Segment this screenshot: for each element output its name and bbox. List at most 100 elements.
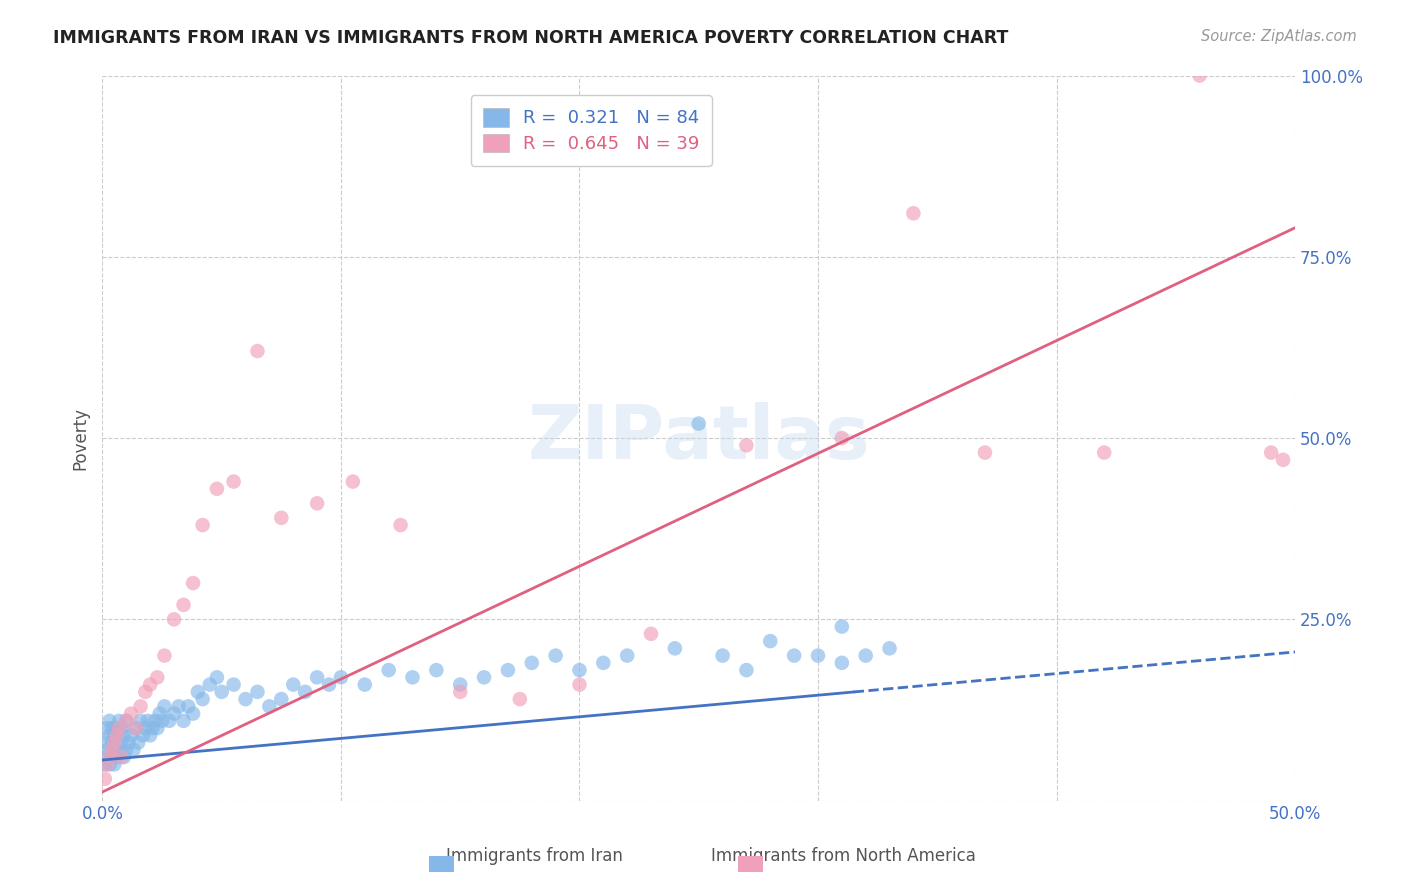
Point (735, 663, 758, 677)
Point (191, 692, 214, 706)
Point (831, 619, 853, 633)
Point (167, 699, 190, 714)
Point (94, 736, 117, 750)
Point (108, 721, 131, 735)
Point (125, 721, 148, 735)
Point (96, 743, 118, 757)
Point (98, 714, 121, 728)
Point (101, 721, 124, 735)
Point (342, 475, 364, 489)
Point (120, 728, 142, 742)
Point (143, 714, 166, 728)
Point (294, 685, 316, 699)
Point (157, 714, 180, 728)
Point (110, 721, 132, 735)
Point (688, 417, 710, 431)
Point (377, 663, 399, 677)
Point (831, 431, 853, 445)
Point (103, 743, 125, 757)
Point (139, 677, 162, 691)
Point (149, 706, 172, 721)
Point (307, 496, 329, 510)
Point (401, 670, 423, 684)
Point (353, 677, 375, 691)
Point (141, 721, 163, 735)
Point (1092, 445, 1115, 459)
Text: IMMIGRANTS FROM IRAN VS IMMIGRANTS FROM NORTH AMERICA POVERTY CORRELATION CHART: IMMIGRANTS FROM IRAN VS IMMIGRANTS FROM … (53, 29, 1008, 46)
Point (568, 663, 591, 677)
Point (205, 670, 228, 684)
Point (94, 757, 117, 772)
Point (110, 750, 132, 764)
Point (222, 475, 245, 489)
Point (139, 728, 162, 742)
Point (389, 518, 412, 533)
Point (640, 627, 662, 641)
Point (98, 750, 121, 764)
Point (472, 670, 495, 684)
Point (520, 656, 543, 670)
Point (112, 750, 135, 764)
Point (198, 677, 221, 691)
Point (132, 728, 155, 742)
Point (96, 750, 118, 764)
Point (125, 721, 148, 735)
Point (496, 663, 519, 677)
Point (270, 511, 292, 525)
Point (105, 728, 128, 742)
Point (110, 736, 132, 750)
Text: ZIPatlas: ZIPatlas (527, 401, 870, 475)
Point (181, 576, 204, 591)
Point (101, 736, 124, 750)
Point (568, 677, 591, 691)
Point (105, 750, 128, 764)
Legend: R =  0.321   N = 84, R =  0.645   N = 39: R = 0.321 N = 84, R = 0.645 N = 39 (471, 95, 711, 166)
Point (96, 757, 118, 772)
Point (115, 714, 138, 728)
Point (134, 721, 156, 735)
Point (103, 736, 125, 750)
Point (173, 598, 195, 612)
Point (449, 685, 471, 699)
Point (150, 714, 173, 728)
Point (163, 706, 186, 721)
Point (449, 677, 471, 691)
Point (222, 677, 245, 691)
Point (112, 728, 135, 742)
Y-axis label: Poverty: Poverty (72, 407, 89, 469)
Point (146, 721, 169, 735)
Point (101, 750, 124, 764)
Point (120, 706, 142, 721)
Point (544, 648, 567, 663)
Point (103, 757, 125, 772)
Point (108, 714, 131, 728)
Point (235, 692, 257, 706)
Point (118, 736, 141, 750)
Point (1260, 445, 1282, 459)
Text: Source: ZipAtlas.com: Source: ZipAtlas.com (1201, 29, 1357, 44)
Point (831, 656, 853, 670)
Point (283, 677, 305, 691)
Point (664, 641, 686, 656)
Point (146, 670, 169, 684)
Point (318, 677, 340, 691)
Point (711, 648, 734, 663)
Point (153, 699, 176, 714)
Point (974, 445, 997, 459)
Text: Immigrants from North America: Immigrants from North America (711, 847, 976, 865)
Point (122, 743, 145, 757)
Point (191, 518, 214, 533)
Point (129, 714, 152, 728)
Point (329, 670, 352, 684)
Point (425, 663, 447, 677)
Point (616, 648, 638, 663)
Point (127, 736, 149, 750)
Point (173, 714, 195, 728)
Point (246, 344, 269, 359)
Point (163, 612, 186, 626)
Point (259, 699, 281, 714)
Point (807, 648, 830, 663)
Point (270, 692, 292, 706)
Point (903, 206, 925, 220)
Point (509, 692, 531, 706)
